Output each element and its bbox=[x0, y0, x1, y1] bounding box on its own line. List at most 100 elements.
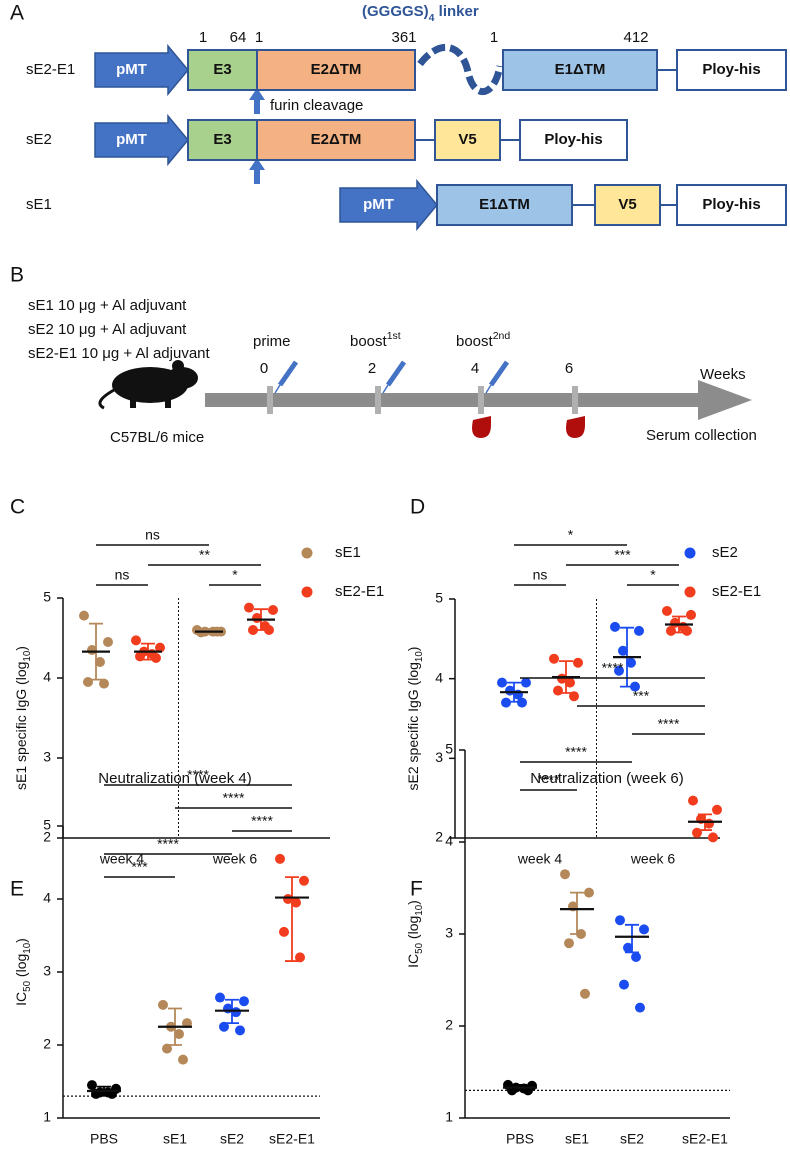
data-point bbox=[103, 637, 113, 647]
text-run: 1st bbox=[387, 330, 401, 342]
y-tick-label: 2 bbox=[435, 829, 443, 845]
part-label: pMT bbox=[363, 196, 394, 213]
week-tick bbox=[572, 386, 578, 414]
significance-label: ns bbox=[115, 567, 130, 583]
text-run: sE2 specific IgG (log bbox=[405, 662, 421, 790]
data-point bbox=[295, 952, 305, 963]
syringe bbox=[277, 360, 299, 387]
part-box bbox=[434, 119, 501, 161]
y-tick-label: 4 bbox=[43, 890, 51, 906]
part-label: Ploy-his bbox=[702, 196, 760, 213]
part-box bbox=[256, 49, 416, 91]
y-tick-label: 5 bbox=[445, 741, 453, 757]
panel-label: C bbox=[10, 496, 25, 519]
data-point bbox=[610, 621, 620, 632]
y-axis-label: IC50 (log10) bbox=[13, 938, 33, 1006]
residue-number: 412 bbox=[623, 29, 648, 46]
syringe bbox=[385, 360, 407, 387]
significance-label: **** bbox=[658, 716, 680, 732]
residue-number: 361 bbox=[391, 29, 416, 46]
y-tick-label: 2 bbox=[43, 1036, 51, 1052]
promoter-arrow bbox=[94, 43, 189, 97]
part-label: Ploy-his bbox=[544, 131, 602, 148]
arrow-head bbox=[249, 158, 265, 170]
data-point bbox=[686, 609, 696, 620]
part-label: E3 bbox=[213, 131, 231, 148]
event-label: prime bbox=[253, 333, 291, 350]
x-tick-label: sE1 bbox=[163, 1131, 187, 1147]
significance-label: *** bbox=[633, 688, 650, 704]
data-point bbox=[291, 897, 301, 908]
part-label: pMT bbox=[116, 131, 147, 148]
significance-label: **** bbox=[251, 813, 273, 829]
data-point bbox=[626, 657, 636, 668]
data-point bbox=[584, 887, 594, 898]
part-box bbox=[594, 184, 661, 226]
data-point bbox=[248, 625, 258, 635]
week-tick bbox=[478, 386, 484, 414]
part-label: pMT bbox=[116, 61, 147, 78]
week-number: 4 bbox=[471, 360, 479, 377]
y-tick-label: 5 bbox=[43, 817, 51, 833]
arrow-head bbox=[249, 88, 265, 100]
error-bar bbox=[570, 891, 584, 935]
text-run: IC bbox=[405, 954, 421, 968]
part-label: Ploy-his bbox=[702, 61, 760, 78]
mouse-head bbox=[166, 367, 198, 389]
residue-number: 1 bbox=[255, 29, 263, 46]
text-run: 10 bbox=[22, 650, 33, 661]
data-point bbox=[79, 610, 89, 621]
linker-wave bbox=[417, 44, 504, 95]
significance-label: *** bbox=[131, 859, 148, 875]
part-box bbox=[436, 184, 573, 226]
x-tick-label: sE2-E1 bbox=[269, 1131, 315, 1147]
blood-drop bbox=[566, 416, 585, 438]
construct-name: sE2 bbox=[26, 131, 52, 148]
linker-label: (GGGGS)4 linker bbox=[362, 3, 479, 24]
data-point bbox=[618, 645, 628, 656]
y-tick-label: 2 bbox=[445, 1017, 453, 1033]
x-tick-label: PBS bbox=[90, 1131, 118, 1147]
data-point bbox=[215, 992, 225, 1003]
week-tick bbox=[267, 386, 273, 414]
part-box bbox=[187, 119, 258, 161]
data-point bbox=[279, 926, 289, 937]
y-axis-label: sE1 specific IgG (log10) bbox=[13, 646, 33, 790]
chart-title: Neutralization (week 6) bbox=[530, 770, 683, 787]
data-point bbox=[155, 642, 165, 653]
text-run: prime bbox=[253, 333, 291, 350]
promoter-arrow bbox=[94, 113, 189, 167]
legend-label: sE2-E1 bbox=[712, 583, 761, 600]
data-point bbox=[662, 605, 672, 616]
part-label: E1ΔTM bbox=[555, 61, 606, 78]
data-point bbox=[151, 653, 161, 663]
text-run: ) bbox=[405, 647, 421, 652]
y-tick-label: 3 bbox=[445, 925, 453, 941]
data-point bbox=[564, 938, 574, 949]
residue-number: 1 bbox=[490, 29, 498, 46]
syringe bbox=[488, 360, 510, 387]
data-point bbox=[95, 657, 105, 667]
text-run: 50 bbox=[22, 980, 33, 991]
significance-label: * bbox=[232, 567, 238, 583]
text-run: IC bbox=[13, 992, 29, 1006]
data-point bbox=[630, 681, 640, 692]
text-run: ) bbox=[13, 938, 29, 943]
y-tick-label: 4 bbox=[43, 669, 51, 685]
y-tick-label: 1 bbox=[43, 1109, 51, 1125]
part-box bbox=[676, 49, 787, 91]
panel-label: E bbox=[10, 878, 24, 901]
significance-label: **** bbox=[223, 790, 245, 806]
x-tick-label: week 6 bbox=[630, 851, 676, 867]
x-tick-label: sE2 bbox=[220, 1131, 244, 1147]
y-tick-label: 5 bbox=[435, 590, 443, 606]
data-point bbox=[573, 657, 583, 668]
y-tick-label: 5 bbox=[43, 589, 51, 605]
x-tick-label: sE1 bbox=[565, 1131, 589, 1147]
data-point bbox=[549, 653, 559, 664]
data-point bbox=[517, 697, 527, 708]
construct-name: sE2-E1 bbox=[26, 61, 75, 78]
part-box bbox=[519, 119, 628, 161]
data-point bbox=[560, 869, 570, 880]
mouse-leg bbox=[130, 398, 136, 408]
